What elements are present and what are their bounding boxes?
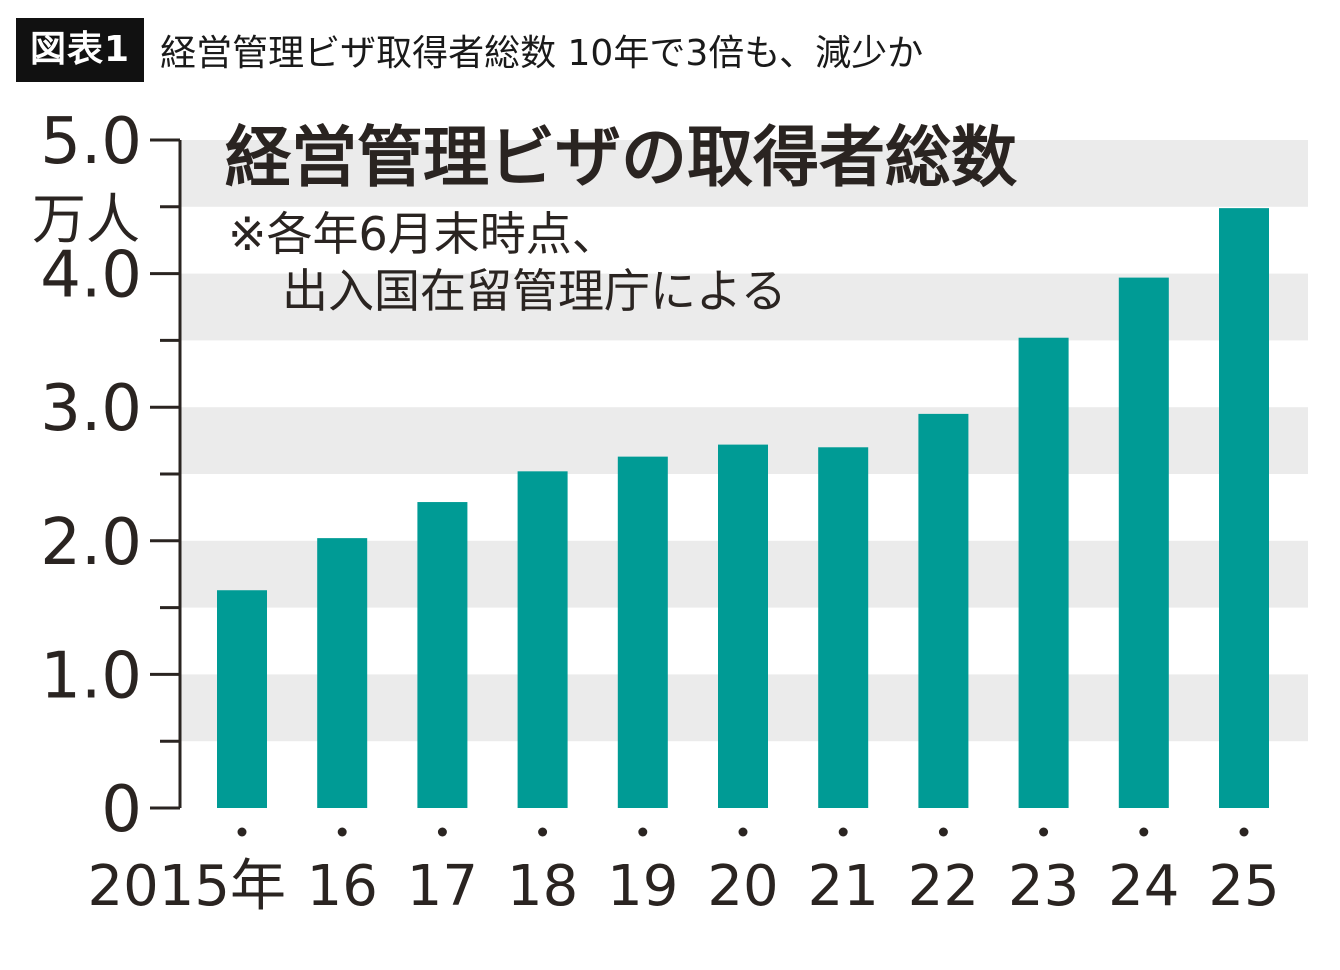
bar [1118,277,1169,808]
y-tick-label: 3.0 [40,372,142,446]
x-tick-label: 25 [1208,854,1279,919]
x-tick-label: 22 [908,854,979,919]
x-tick-dot [1039,827,1049,837]
x-tick-label: 21 [808,854,879,919]
x-axis-labels: 2015年 16 17 18 19 20 21 22 23 24 25 [87,827,1280,919]
x-tick-label: 18 [507,854,578,919]
figure-label: 図表1 [16,18,145,82]
y-tick-label: 4.0 [40,239,142,313]
bar [617,456,668,808]
bar [918,413,969,808]
y-tick-label: 2.0 [40,506,142,580]
bar [517,471,568,808]
x-tick-dot [437,827,447,837]
figure-header: 図表1 経営管理ビザ取得者総数 10年で3倍も、減少か [16,18,1316,82]
grid-band [180,140,1308,207]
bar [417,502,468,808]
x-tick-dot [237,827,247,837]
bars-group [217,208,1269,809]
x-tick-label: 19 [607,854,678,919]
bar [1219,208,1269,809]
x-tick-label: 17 [407,854,478,919]
x-tick-dot [738,827,748,837]
x-tick-dot [337,827,347,837]
chart-note-line-1: ※各年6月末時点、 [228,207,618,261]
x-tick-dot [838,827,848,837]
x-tick-dot [638,827,648,837]
bar [1018,337,1069,808]
chart-title: 経営管理ビザの取得者総数 [225,119,1017,196]
x-tick-dot [1139,827,1149,837]
y-tick-label: 5.0 [40,105,142,179]
x-tick-label: 2015年 [87,854,286,919]
x-tick-dot [938,827,948,837]
y-tick-label: 0 [101,773,142,847]
bar [718,444,768,808]
bar [317,538,368,808]
x-tick-label: 16 [307,854,378,919]
bar [217,590,267,808]
x-tick-label: 23 [1008,854,1079,919]
y-axis: 0 1.0 2.0 3.0 4.0 5.0 万人 [32,105,182,847]
bar [818,447,869,808]
x-tick-dot [1239,827,1249,837]
x-tick-label: 20 [707,854,778,919]
y-unit-label: 万人 [32,188,140,251]
x-tick-label: 24 [1108,854,1179,919]
figure-headline: 経営管理ビザ取得者総数 10年で3倍も、減少か [160,33,924,74]
chart-note-line-2: 出入国在留管理庁による [282,264,787,318]
x-tick-dot [538,827,548,837]
y-tick-label: 1.0 [40,639,142,713]
